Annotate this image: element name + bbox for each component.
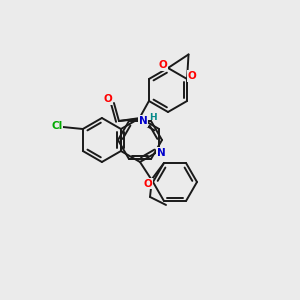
Text: O: O [144, 179, 152, 189]
Text: O: O [188, 71, 197, 81]
Text: N: N [157, 148, 165, 158]
Text: Cl: Cl [51, 121, 62, 131]
Text: O: O [159, 60, 167, 70]
Text: N: N [139, 116, 147, 126]
Text: O: O [103, 94, 112, 104]
Text: H: H [149, 113, 157, 122]
